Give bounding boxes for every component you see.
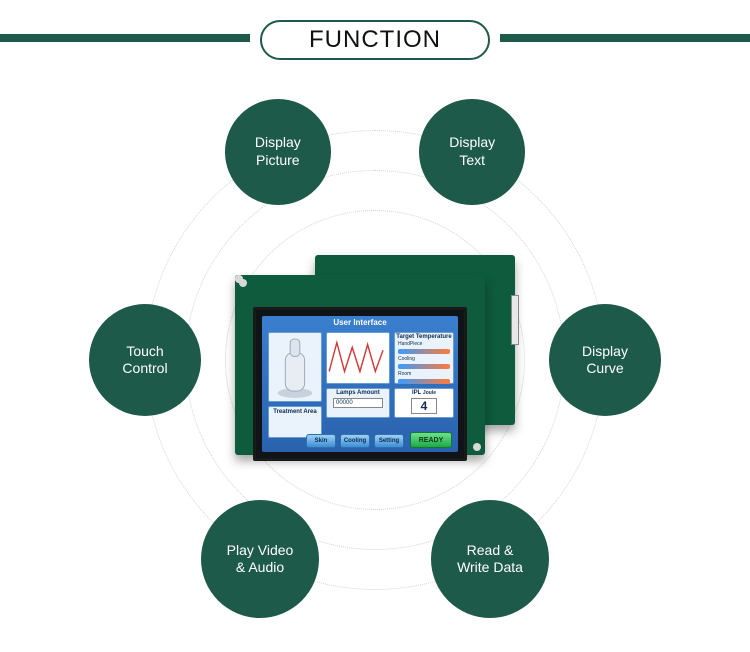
pcb-front: User Interface Target Temperature HandPi… xyxy=(235,275,485,455)
banner-bar-left xyxy=(0,34,250,42)
bubble-label: Play Video & Audio xyxy=(227,542,294,577)
function-diagram: User Interface Target Temperature HandPi… xyxy=(95,80,655,640)
ui-button-1: Skin xyxy=(306,434,336,448)
ui-button-2: Cooling xyxy=(340,434,370,448)
function-bubble: Display Curve xyxy=(549,304,661,416)
connector-icon xyxy=(511,295,519,345)
function-bubble: Play Video & Audio xyxy=(201,500,319,618)
function-bubble: Display Text xyxy=(419,99,525,205)
ui-mock: User Interface Target Temperature HandPi… xyxy=(262,316,458,452)
lamp-value: 00000 xyxy=(333,398,383,408)
bubble-label: Display Text xyxy=(449,134,495,169)
ui-title: User Interface xyxy=(262,318,458,327)
ui-temperature-panel: Target Temperature HandPiece Cooling Roo… xyxy=(394,332,454,384)
ipl-value: 4 xyxy=(411,398,437,414)
temp-label: Target Temperature xyxy=(395,333,453,340)
lcd-screen: User Interface Target Temperature HandPi… xyxy=(253,307,467,461)
treat-label: Treatment Area xyxy=(269,407,321,415)
lamp-label: Lamps Amount xyxy=(327,389,389,396)
function-bubble: Touch Control xyxy=(89,304,201,416)
ui-button-3: Setting xyxy=(374,434,404,448)
ui-chart xyxy=(326,332,390,384)
function-bubble: Display Picture xyxy=(225,99,331,205)
ui-lamp-panel: Lamps Amount 00000 xyxy=(326,388,390,418)
bubble-label: Read & Write Data xyxy=(457,542,523,577)
ui-ipl-panel: IPL Joule 4 xyxy=(394,388,454,418)
ui-device-image xyxy=(268,332,322,402)
bubble-label: Display Curve xyxy=(582,343,628,378)
header-banner: FUNCTION xyxy=(0,20,750,70)
ui-ready-button: READY xyxy=(410,432,452,448)
banner-title: FUNCTION xyxy=(260,20,490,60)
bubble-label: Display Picture xyxy=(255,134,301,169)
bubble-label: Touch Control xyxy=(122,343,167,378)
product-image: User Interface Target Temperature HandPi… xyxy=(235,255,515,465)
banner-bar-right xyxy=(500,34,750,42)
function-bubble: Read & Write Data xyxy=(431,500,549,618)
